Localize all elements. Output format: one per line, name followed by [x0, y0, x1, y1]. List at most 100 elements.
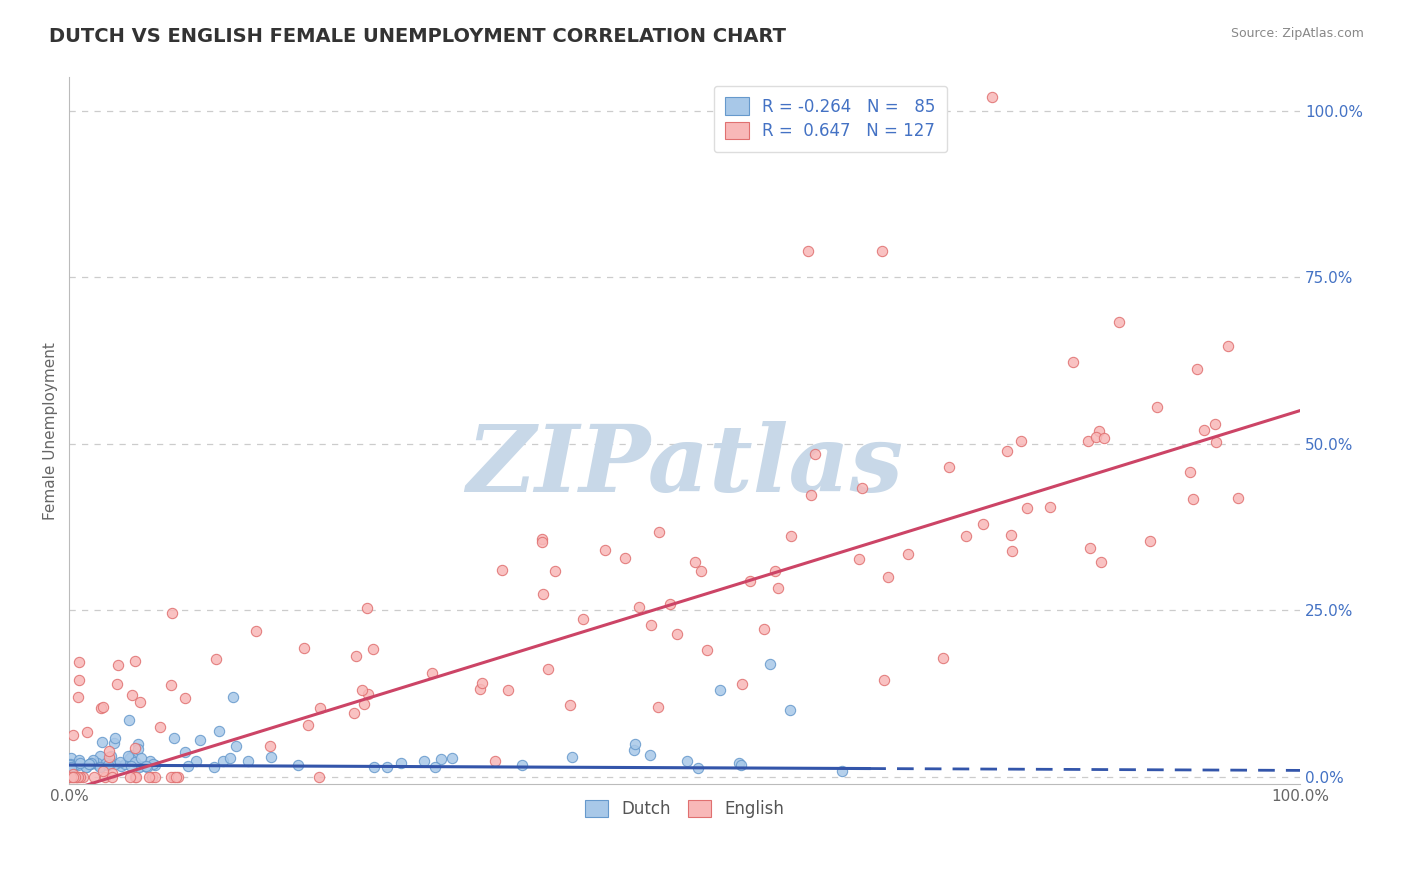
- Point: [1216, 339, 1239, 353]
- Point: [219, 750, 242, 764]
- Point: [91, 764, 114, 778]
- Point: [870, 244, 893, 258]
- Point: [531, 534, 554, 549]
- Point: [375, 760, 398, 774]
- Point: [1084, 430, 1107, 444]
- Point: [118, 713, 141, 727]
- Point: [245, 624, 267, 639]
- Point: [205, 652, 228, 666]
- Point: [127, 737, 149, 751]
- Point: [87, 758, 110, 772]
- Point: [848, 552, 870, 566]
- Point: [165, 770, 187, 784]
- Point: [82, 753, 104, 767]
- Point: [804, 447, 827, 461]
- Point: [143, 758, 166, 772]
- Point: [544, 564, 567, 578]
- Point: [117, 749, 139, 764]
- Point: [98, 756, 121, 770]
- Point: [160, 606, 183, 620]
- Point: [79, 756, 101, 771]
- Point: [62, 770, 84, 784]
- Point: [142, 756, 165, 771]
- Point: [225, 739, 247, 753]
- Point: [121, 748, 143, 763]
- Point: [90, 701, 112, 715]
- Point: [107, 677, 129, 691]
- Point: [309, 701, 332, 715]
- Point: [363, 760, 385, 774]
- Point: [995, 443, 1018, 458]
- Point: [420, 666, 443, 681]
- Point: [186, 754, 208, 768]
- Point: [877, 569, 900, 583]
- Y-axis label: Female Unemployment: Female Unemployment: [44, 342, 58, 519]
- Point: [72, 770, 94, 784]
- Point: [66, 770, 89, 784]
- Point: [531, 587, 554, 601]
- Point: [683, 555, 706, 569]
- Text: DUTCH VS ENGLISH FEMALE UNEMPLOYMENT CORRELATION CHART: DUTCH VS ENGLISH FEMALE UNEMPLOYMENT COR…: [49, 27, 786, 45]
- Point: [1226, 491, 1249, 505]
- Point: [796, 244, 818, 258]
- Point: [83, 770, 105, 784]
- Point: [897, 547, 920, 561]
- Point: [429, 752, 451, 766]
- Point: [188, 732, 211, 747]
- Point: [101, 770, 124, 784]
- Point: [593, 542, 616, 557]
- Point: [1017, 500, 1039, 515]
- Point: [530, 532, 553, 546]
- Point: [89, 759, 111, 773]
- Point: [124, 741, 146, 756]
- Point: [173, 690, 195, 705]
- Point: [100, 748, 122, 763]
- Point: [104, 731, 127, 745]
- Point: [1062, 355, 1084, 369]
- Point: [1001, 543, 1024, 558]
- Point: [344, 649, 367, 664]
- Point: [136, 759, 159, 773]
- Point: [696, 643, 718, 657]
- Point: [1204, 417, 1226, 432]
- Point: [491, 563, 513, 577]
- Point: [65, 757, 87, 772]
- Point: [647, 699, 669, 714]
- Point: [101, 765, 124, 780]
- Point: [62, 767, 84, 781]
- Point: [353, 697, 375, 711]
- Point: [62, 728, 84, 742]
- Point: [110, 755, 132, 769]
- Point: [141, 770, 163, 784]
- Point: [510, 758, 533, 772]
- Point: [981, 90, 1004, 104]
- Point: [356, 600, 378, 615]
- Text: ZIPatlas: ZIPatlas: [467, 421, 903, 511]
- Point: [623, 743, 645, 757]
- Point: [1146, 401, 1168, 415]
- Point: [389, 756, 412, 771]
- Point: [127, 742, 149, 756]
- Point: [1185, 362, 1208, 376]
- Point: [89, 748, 111, 763]
- Point: [676, 754, 699, 768]
- Point: [709, 683, 731, 698]
- Point: [537, 662, 560, 676]
- Point: [69, 673, 91, 688]
- Point: [640, 747, 662, 762]
- Point: [76, 724, 98, 739]
- Point: [103, 736, 125, 750]
- Point: [94, 756, 117, 770]
- Point: [66, 770, 89, 784]
- Point: [831, 764, 853, 778]
- Point: [167, 770, 190, 784]
- Point: [159, 770, 181, 784]
- Point: [730, 677, 752, 691]
- Point: [440, 750, 463, 764]
- Point: [110, 759, 132, 773]
- Point: [124, 654, 146, 668]
- Point: [59, 750, 82, 764]
- Point: [932, 651, 955, 665]
- Point: [143, 770, 166, 784]
- Point: [754, 622, 776, 636]
